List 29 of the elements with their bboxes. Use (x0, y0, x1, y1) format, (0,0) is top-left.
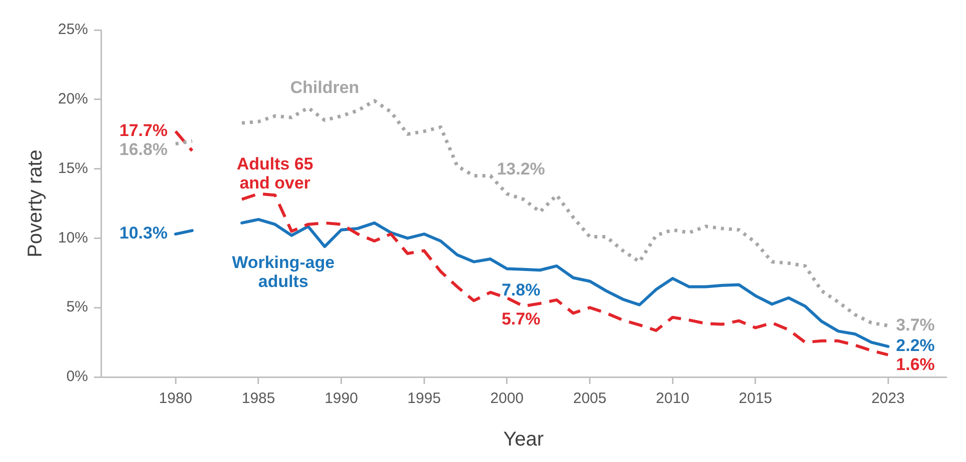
y-tick-label: 20% (58, 90, 88, 108)
annotation: 7.8% (502, 280, 540, 300)
y-tick-label: 5% (66, 298, 88, 316)
x-tick-label: 1995 (407, 390, 441, 408)
annotation: 10.3% (119, 224, 168, 243)
x-axis-title: Year (503, 428, 544, 451)
annotation: 2.2% (896, 336, 935, 356)
annotation: 16.8% (119, 140, 168, 160)
x-tick-label: 1990 (324, 390, 358, 408)
x-tick-label: 1980 (158, 390, 192, 408)
annotation: 1.6% (896, 355, 935, 374)
y-tick-label: 15% (58, 160, 88, 177)
series-label: Children (290, 78, 360, 97)
x-tick-label: 1985 (242, 390, 276, 408)
annotation: 13.2% (496, 159, 546, 178)
annotation: 5.7% (502, 310, 540, 329)
x-tick-label: 2010 (656, 390, 690, 408)
annotation: 17.7% (119, 121, 168, 140)
y-tick-label: 0% (66, 368, 88, 386)
series-label: Working-age adults (232, 252, 335, 291)
y-tick-label: 10% (58, 229, 88, 246)
x-tick-label: 2000 (490, 390, 524, 408)
y-tick-label: 25% (58, 21, 88, 38)
y-axis-title: Poverty rate (24, 150, 47, 258)
x-tick-label: 2023 (871, 390, 905, 408)
x-tick-label: 2005 (573, 390, 606, 408)
x-tick-label: 2015 (738, 390, 772, 408)
annotation: 3.7% (896, 315, 935, 334)
series-label: Adults 65 and over (236, 154, 314, 192)
